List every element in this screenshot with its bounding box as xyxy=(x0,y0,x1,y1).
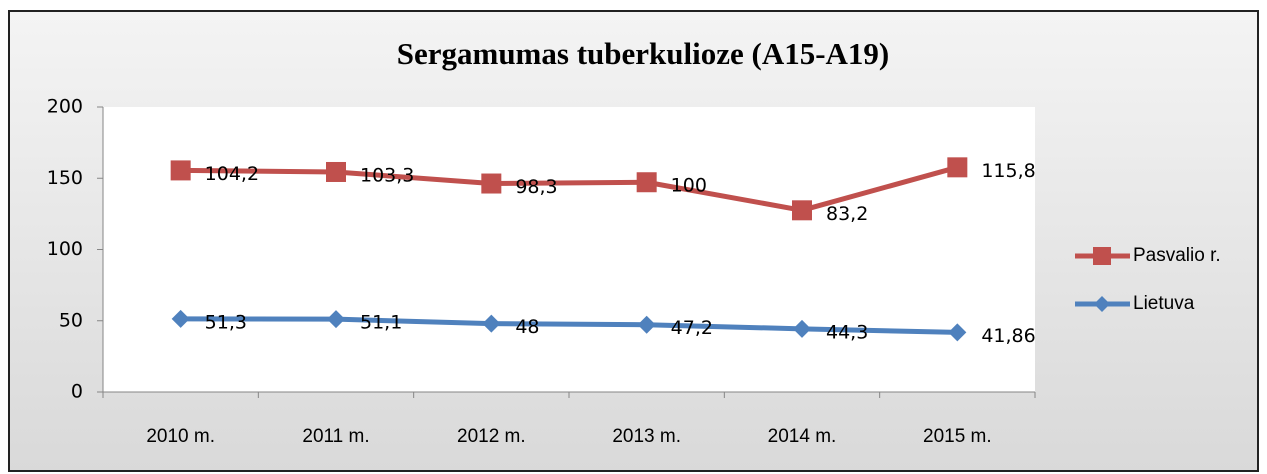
data-label: 115,8 xyxy=(981,160,1035,182)
marker xyxy=(326,161,346,182)
data-label: 48 xyxy=(515,316,539,338)
marker xyxy=(636,172,657,193)
data-label: 83,2 xyxy=(826,203,868,225)
x-tick-label: 2015 m. xyxy=(923,426,992,447)
legend-label: Lietuva xyxy=(1133,293,1195,314)
marker xyxy=(481,173,502,194)
data-label: 104,2 xyxy=(205,163,259,185)
marker xyxy=(171,309,190,328)
y-tick-label: 0 xyxy=(71,381,83,403)
data-label: 103,3 xyxy=(360,164,414,186)
x-tick-label: 2012 m. xyxy=(457,426,526,447)
marker xyxy=(948,323,967,342)
series-line xyxy=(180,164,958,213)
data-label: 41,86 xyxy=(981,325,1035,347)
data-label: 51,1 xyxy=(360,312,402,334)
marker xyxy=(793,319,811,338)
data-label: 47,2 xyxy=(671,317,713,339)
y-tick-label: 50 xyxy=(59,309,83,331)
legend-label: Pasvalio r. xyxy=(1133,245,1221,266)
data-label: 51,3 xyxy=(205,311,247,333)
marker xyxy=(637,315,656,334)
y-tick-label: 100 xyxy=(47,238,83,260)
data-label: 100 xyxy=(671,175,707,197)
series-line xyxy=(180,316,958,335)
plot-area xyxy=(103,107,1035,392)
marker xyxy=(170,160,191,181)
x-tick-label: 2013 m. xyxy=(612,426,681,447)
marker xyxy=(947,157,968,178)
data-label: 98,3 xyxy=(515,176,557,198)
marker xyxy=(327,310,345,329)
y-tick-label: 150 xyxy=(47,167,83,189)
x-tick-label: 2011 m. xyxy=(302,426,369,447)
data-label: 44,3 xyxy=(826,321,868,343)
marker xyxy=(792,200,812,221)
legend-marker xyxy=(1094,296,1110,312)
x-tick-label: 2014 m. xyxy=(768,426,837,447)
x-tick-label: 2010 m. xyxy=(146,426,215,447)
chart-title: Sergamumas tuberkulioze (A15-A19) xyxy=(397,36,890,71)
y-tick-label: 200 xyxy=(47,96,83,118)
legend-marker xyxy=(1093,247,1111,265)
marker xyxy=(482,314,501,333)
